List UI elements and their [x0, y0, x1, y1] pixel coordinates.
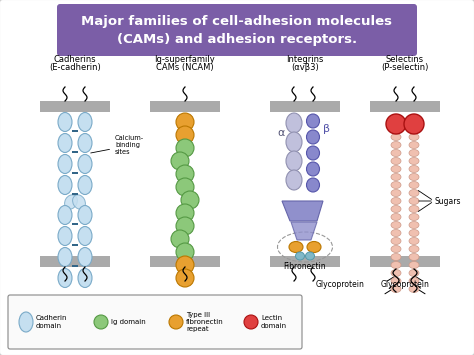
- Ellipse shape: [58, 226, 72, 246]
- Text: Glycoprotein: Glycoprotein: [381, 280, 429, 289]
- Text: Major families of cell-adhesion molecules: Major families of cell-adhesion molecule…: [82, 15, 392, 27]
- Ellipse shape: [391, 190, 401, 197]
- Ellipse shape: [58, 206, 72, 224]
- Ellipse shape: [306, 252, 315, 260]
- Ellipse shape: [391, 246, 401, 252]
- Ellipse shape: [409, 133, 419, 141]
- Ellipse shape: [391, 229, 401, 236]
- Ellipse shape: [176, 178, 194, 196]
- Text: Ig-superfamily: Ig-superfamily: [155, 55, 215, 64]
- Text: Type III
fibronectin
repeat: Type III fibronectin repeat: [186, 312, 224, 332]
- Ellipse shape: [307, 130, 319, 144]
- Ellipse shape: [391, 174, 401, 180]
- Text: (P-selectin): (P-selectin): [381, 63, 428, 72]
- Ellipse shape: [391, 278, 401, 284]
- Ellipse shape: [404, 114, 424, 134]
- Ellipse shape: [391, 269, 401, 277]
- Ellipse shape: [176, 204, 194, 222]
- Ellipse shape: [78, 247, 92, 267]
- Text: β: β: [323, 124, 330, 134]
- Bar: [72, 172, 78, 174]
- Ellipse shape: [391, 142, 401, 148]
- Ellipse shape: [58, 113, 72, 131]
- Text: Selectins: Selectins: [386, 55, 424, 64]
- Ellipse shape: [409, 197, 419, 204]
- FancyBboxPatch shape: [57, 4, 417, 56]
- Bar: [72, 244, 78, 246]
- Ellipse shape: [409, 181, 419, 189]
- Text: Fibronectin: Fibronectin: [283, 262, 326, 271]
- Ellipse shape: [409, 158, 419, 164]
- Ellipse shape: [391, 197, 401, 204]
- Ellipse shape: [286, 132, 302, 152]
- Ellipse shape: [171, 230, 189, 248]
- Ellipse shape: [409, 142, 419, 148]
- Ellipse shape: [409, 237, 419, 245]
- Ellipse shape: [409, 229, 419, 236]
- Ellipse shape: [386, 114, 406, 134]
- Ellipse shape: [409, 278, 419, 284]
- Bar: [40, 101, 110, 112]
- Ellipse shape: [176, 139, 194, 157]
- Text: (E-cadherin): (E-cadherin): [49, 63, 101, 72]
- Ellipse shape: [391, 149, 401, 157]
- Bar: [72, 265, 78, 267]
- Ellipse shape: [78, 154, 92, 174]
- Text: α: α: [277, 127, 284, 137]
- Ellipse shape: [181, 191, 199, 209]
- Polygon shape: [282, 201, 323, 221]
- Ellipse shape: [176, 243, 194, 261]
- Ellipse shape: [391, 133, 401, 141]
- Ellipse shape: [391, 158, 401, 164]
- Ellipse shape: [286, 151, 302, 171]
- Text: Lectin
domain: Lectin domain: [261, 316, 287, 328]
- Ellipse shape: [78, 113, 92, 131]
- Ellipse shape: [391, 213, 401, 220]
- FancyBboxPatch shape: [8, 295, 302, 349]
- Ellipse shape: [289, 241, 303, 252]
- Ellipse shape: [409, 262, 419, 268]
- Ellipse shape: [409, 222, 419, 229]
- Ellipse shape: [58, 154, 72, 174]
- Bar: [72, 223, 78, 225]
- Ellipse shape: [73, 195, 85, 209]
- Ellipse shape: [78, 133, 92, 153]
- Ellipse shape: [391, 253, 401, 261]
- Ellipse shape: [176, 126, 194, 144]
- Bar: [150, 101, 220, 112]
- Ellipse shape: [409, 206, 419, 213]
- Ellipse shape: [409, 174, 419, 180]
- Ellipse shape: [307, 178, 319, 192]
- Ellipse shape: [244, 315, 258, 329]
- Ellipse shape: [176, 269, 194, 287]
- Bar: [72, 130, 78, 132]
- Ellipse shape: [409, 213, 419, 220]
- Ellipse shape: [391, 222, 401, 229]
- Text: Glycoprotein: Glycoprotein: [316, 280, 365, 289]
- Ellipse shape: [391, 237, 401, 245]
- Bar: [270, 256, 340, 267]
- Ellipse shape: [176, 217, 194, 235]
- Ellipse shape: [176, 165, 194, 183]
- Ellipse shape: [286, 113, 302, 133]
- Ellipse shape: [176, 113, 194, 131]
- Text: Ig domain: Ig domain: [111, 319, 146, 325]
- Ellipse shape: [409, 269, 419, 277]
- Text: Sugars: Sugars: [435, 197, 462, 206]
- Text: CAMs (NCAM): CAMs (NCAM): [156, 63, 214, 72]
- Text: Integrins: Integrins: [286, 55, 324, 64]
- Text: (αvβ3): (αvβ3): [291, 63, 319, 72]
- Ellipse shape: [307, 146, 319, 160]
- Ellipse shape: [391, 165, 401, 173]
- Ellipse shape: [391, 206, 401, 213]
- Ellipse shape: [409, 253, 419, 261]
- Ellipse shape: [409, 149, 419, 157]
- Ellipse shape: [64, 195, 77, 209]
- Ellipse shape: [58, 133, 72, 153]
- Text: (CAMs) and adhesion receptors.: (CAMs) and adhesion receptors.: [117, 33, 357, 45]
- Bar: [370, 256, 440, 267]
- Ellipse shape: [78, 206, 92, 224]
- Ellipse shape: [391, 181, 401, 189]
- Text: Calcium-
binding
sites: Calcium- binding sites: [91, 136, 144, 155]
